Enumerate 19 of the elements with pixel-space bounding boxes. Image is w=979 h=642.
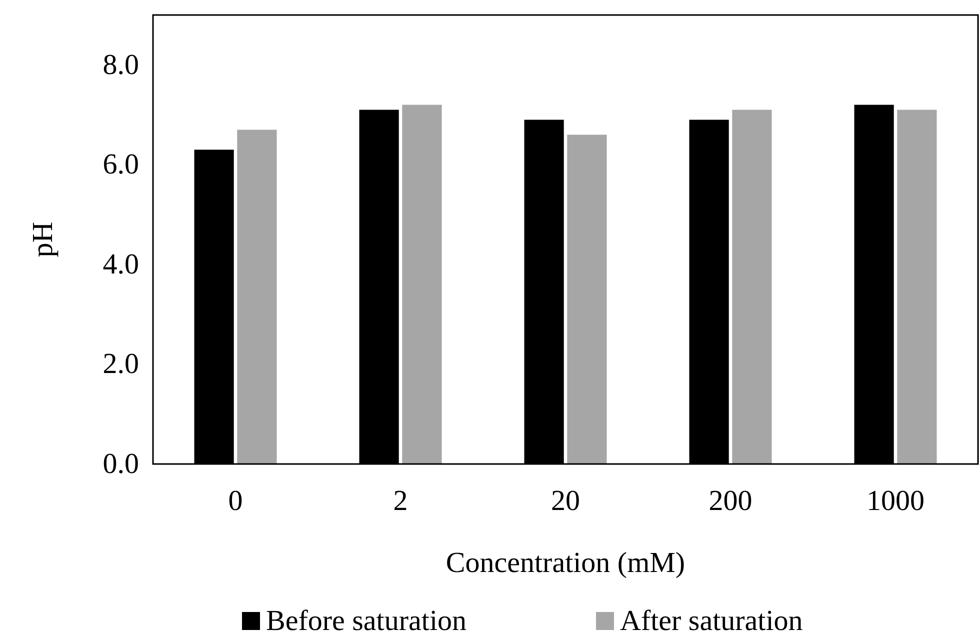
x-tick-label: 2 — [393, 485, 408, 517]
y-axis-title: pH — [27, 222, 59, 258]
y-tick-label: 2.0 — [102, 348, 139, 380]
y-tick-label: 6.0 — [102, 148, 139, 181]
x-tick-label: 1000 — [866, 485, 924, 517]
bar — [732, 110, 772, 464]
legend-label: Before saturation — [266, 605, 468, 637]
y-tick-label: 8.0 — [102, 48, 139, 81]
x-axis-title: Concentration (mM) — [446, 547, 686, 579]
x-tick-label: 20 — [551, 485, 580, 517]
bar — [237, 130, 277, 464]
y-tick-label: 0.0 — [102, 448, 139, 480]
y-tick-label: 4.0 — [102, 248, 139, 280]
x-tick-label: 200 — [708, 485, 752, 517]
bar — [567, 134, 607, 464]
bar — [897, 110, 937, 464]
legend-label: After saturation — [620, 605, 804, 637]
x-tick-label: 0 — [228, 485, 243, 517]
bar — [402, 104, 442, 464]
